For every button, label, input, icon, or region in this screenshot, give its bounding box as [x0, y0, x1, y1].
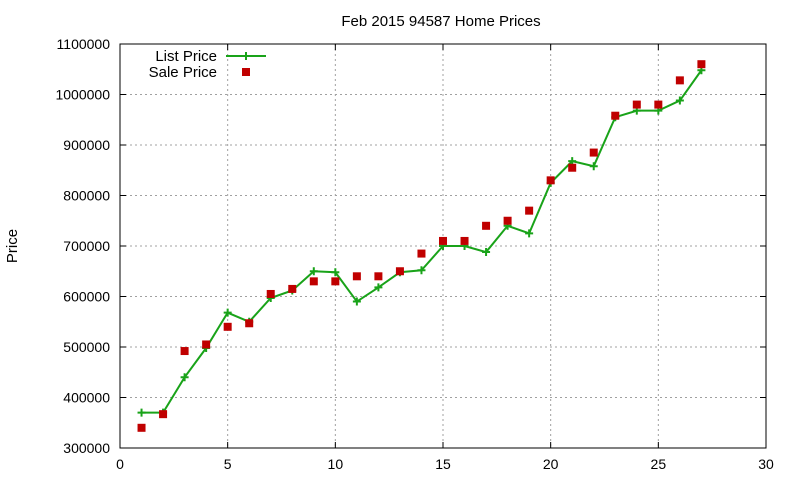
list-price-point	[417, 266, 426, 275]
x-tick-label: 30	[758, 456, 774, 472]
x-tick-label: 25	[651, 456, 667, 472]
sale-price-point	[439, 236, 447, 245]
x-tick-label: 10	[328, 456, 344, 472]
sale-price-point	[202, 340, 211, 349]
y-tick-label: 1100000	[57, 36, 111, 52]
list-price-line	[141, 69, 703, 414]
sale-price-point	[482, 221, 491, 230]
legend: List Price Sale Price	[149, 48, 266, 81]
list-price-point	[331, 268, 340, 277]
list-price-point	[223, 308, 232, 317]
y-tick-label: 500000	[63, 339, 110, 355]
sale-price-point	[395, 267, 404, 276]
sale-price-point	[675, 76, 684, 85]
legend-label-list-price: List Price	[155, 48, 217, 65]
list-price-point	[589, 162, 598, 171]
sale-price-point	[245, 319, 254, 328]
y-tick-label: 900000	[63, 137, 110, 153]
sale-price-point	[374, 272, 383, 281]
x-tick-label: 0	[116, 456, 124, 472]
list-price-point	[137, 408, 146, 417]
sale-price-point	[697, 60, 706, 69]
sale-price-point	[180, 347, 189, 356]
list-price-point	[482, 248, 491, 257]
legend-marker-list-price	[242, 52, 250, 60]
sale-price-point	[417, 249, 426, 258]
y-tick-label: 1000000	[55, 87, 110, 103]
sale-price-point	[546, 176, 555, 185]
y-tick-label: 800000	[63, 188, 110, 204]
sale-price-point	[352, 272, 361, 281]
list-price-point	[525, 229, 534, 238]
legend-marker-sale-price	[242, 68, 250, 76]
sale-price-point	[568, 163, 577, 172]
y-tick-label: 600000	[63, 289, 110, 305]
series-layer	[137, 60, 706, 432]
y-tick-label: 400000	[63, 390, 110, 406]
x-axis-ticks: 0 5 10 15 20 25 30	[116, 44, 774, 472]
sale-price-point	[654, 100, 663, 109]
sale-price-point	[632, 100, 641, 109]
sale-price-point	[611, 111, 620, 120]
sale-price-point	[525, 206, 534, 215]
y-axis-ticks: 300000 400000 500000 600000 700000 800000 9000…	[55, 36, 766, 456]
sale-price-point	[137, 423, 146, 432]
x-tick-label: 15	[435, 456, 451, 472]
y-tick-label: 300000	[63, 440, 110, 456]
sale-price-point	[309, 277, 318, 286]
sale-price-point	[331, 277, 340, 286]
sale-price-point	[460, 236, 469, 245]
chart-title: Feb 2015 94587 Home Prices	[341, 13, 540, 30]
x-tick-label: 5	[224, 456, 232, 472]
list-price-point	[352, 297, 361, 306]
x-tick-label: 20	[543, 456, 559, 472]
sale-price-point	[503, 216, 512, 225]
list-price-point	[309, 267, 318, 276]
sale-price-point	[223, 322, 232, 331]
sale-price-point	[288, 284, 297, 293]
list-price-point	[374, 283, 383, 292]
sale-price-point	[266, 289, 275, 298]
legend-label-sale-price: Sale Price	[149, 64, 217, 81]
sale-price-point	[159, 410, 168, 419]
sale-price-point	[589, 148, 598, 157]
y-tick-label: 700000	[63, 238, 110, 254]
list-price-point	[675, 96, 684, 105]
list-price-point	[180, 373, 189, 382]
y-axis-label: Price	[4, 229, 21, 263]
